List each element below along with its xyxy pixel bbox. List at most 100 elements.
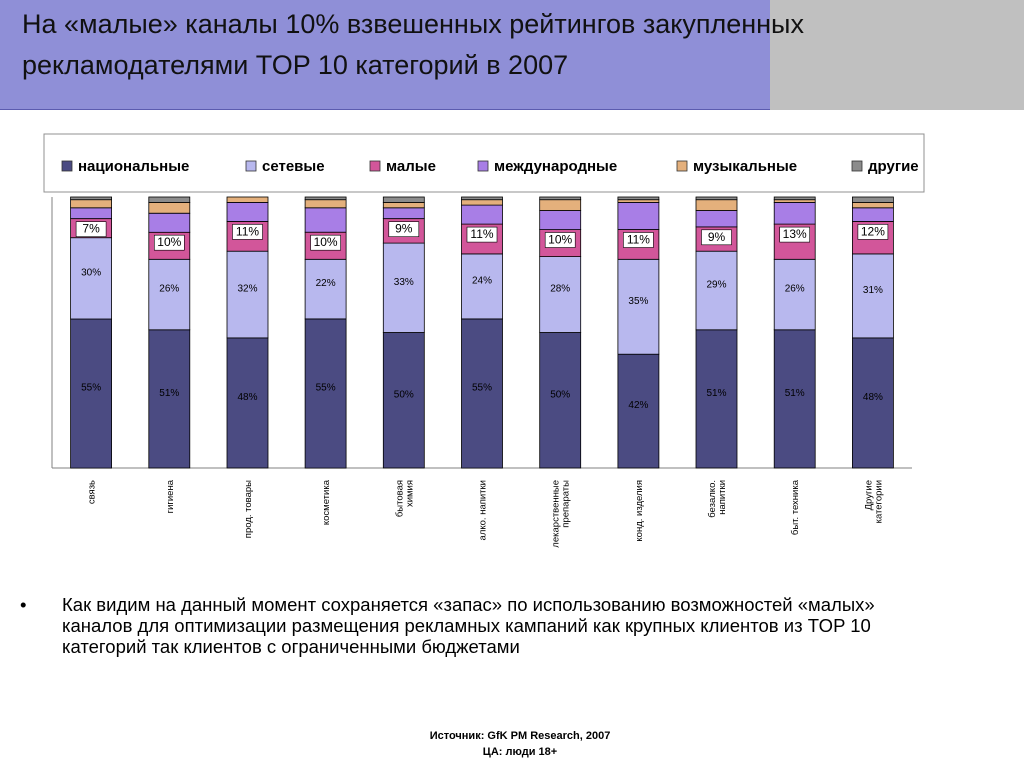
data-label: 10%	[157, 235, 181, 249]
category-label: гигиена	[165, 479, 176, 513]
data-label: 10%	[314, 235, 338, 249]
category-label-group: бытовая химия	[394, 480, 415, 517]
category-label-group: алко. напитки	[478, 480, 489, 540]
category-label-group: конд. изделия	[634, 480, 645, 542]
data-label: 32%	[237, 284, 257, 295]
chart-svg: национальные сетевые малые международные муз…	[43, 133, 925, 548]
bar-segment	[148, 212, 191, 233]
category-label: конд. изделия	[634, 480, 645, 542]
bar-segment	[617, 199, 660, 203]
data-label: 51%	[159, 388, 179, 399]
bar-segment	[461, 196, 503, 201]
bar-segment	[539, 196, 582, 201]
data-label: 55%	[316, 383, 336, 394]
data-label: 26%	[159, 284, 179, 295]
legend-label: музыкальные	[693, 158, 797, 175]
legend-swatch	[245, 160, 257, 172]
data-label: 55%	[81, 383, 101, 394]
category-label: косметика	[321, 479, 332, 525]
category-label: безалко.	[707, 480, 718, 518]
data-label-box	[154, 234, 185, 251]
data-label: 48%	[863, 392, 883, 403]
bar-segment	[461, 253, 503, 320]
bar-segment	[773, 196, 816, 201]
data-label: 50%	[550, 389, 570, 400]
bar-segment	[382, 202, 425, 209]
category-label: химия	[404, 480, 415, 507]
bar-segment	[461, 204, 503, 225]
data-label-box	[544, 232, 576, 248]
data-label: 42%	[628, 400, 648, 411]
bar-segment	[539, 256, 582, 333]
bar-segment	[382, 196, 425, 203]
legend-swatch	[477, 160, 489, 172]
data-label: 31%	[863, 285, 883, 296]
bar-segment	[617, 202, 660, 230]
data-label-box	[388, 221, 420, 237]
data-label-box	[75, 221, 107, 237]
legend-swatch	[676, 160, 688, 172]
bar-segment	[852, 207, 894, 222]
data-label-box	[701, 229, 732, 246]
legend-label: национальные	[78, 158, 189, 175]
bar-segment	[382, 207, 425, 220]
data-label: 48%	[237, 392, 257, 403]
data-label: 11%	[236, 224, 259, 238]
data-label: 7%	[82, 222, 100, 236]
data-label: 10%	[548, 233, 572, 247]
bar-segment	[382, 332, 425, 469]
category-label: бытовая	[394, 480, 405, 517]
legend-label: международные	[494, 158, 617, 175]
bar-segment	[304, 196, 347, 201]
data-label: 35%	[628, 296, 648, 307]
bar-segment	[695, 199, 738, 211]
data-label-box	[232, 224, 263, 240]
data-label-box	[310, 234, 341, 251]
bar-segment	[852, 253, 894, 339]
data-label: 28%	[550, 284, 570, 295]
bar-segment	[773, 258, 816, 331]
data-label: 9%	[708, 230, 726, 244]
legend-swatch	[369, 160, 381, 172]
title-banner	[0, 0, 770, 110]
bar-segment	[852, 196, 894, 203]
category-label: связь	[87, 480, 98, 504]
bar-segment	[148, 329, 191, 469]
data-label: 12%	[861, 224, 885, 238]
data-label: 9%	[395, 222, 413, 236]
category-label: алко. напитки	[478, 480, 489, 540]
data-label: 30%	[81, 267, 101, 278]
legend-label: малые	[386, 158, 436, 175]
bar-segment	[617, 258, 660, 355]
bar-segment	[695, 196, 738, 201]
category-label-group: лекарственные препараты	[551, 480, 572, 548]
category-label-group: косметика	[321, 479, 332, 525]
bar-segment	[304, 258, 347, 320]
bar-segment	[226, 196, 269, 203]
category-label-group: безалко. напитки	[707, 480, 728, 518]
bar-segment	[304, 318, 347, 469]
bar-segment	[617, 196, 660, 201]
data-label: 33%	[394, 277, 414, 288]
bar-segment	[461, 199, 503, 206]
bar-segment	[461, 318, 503, 469]
bar-segment	[226, 202, 269, 222]
category-label: напитки	[717, 480, 728, 515]
bar-segment	[70, 196, 112, 201]
bar-segment	[70, 237, 112, 320]
bar-segment	[70, 199, 112, 209]
bar-segment	[148, 196, 191, 203]
title-banner-gray	[770, 0, 1024, 110]
bar-segment	[852, 202, 894, 209]
data-label: 51%	[706, 388, 726, 399]
legend-swatch	[61, 160, 73, 172]
category-label: препараты	[561, 480, 572, 528]
data-label-box	[779, 226, 811, 243]
bar-segment	[539, 332, 582, 469]
data-label: 22%	[316, 278, 336, 289]
data-label: 24%	[472, 275, 492, 286]
audience-line: ЦА: люди 18+	[482, 746, 558, 758]
data-label: 13%	[783, 227, 807, 241]
bar-segment	[148, 202, 191, 214]
data-label-box	[466, 226, 498, 243]
